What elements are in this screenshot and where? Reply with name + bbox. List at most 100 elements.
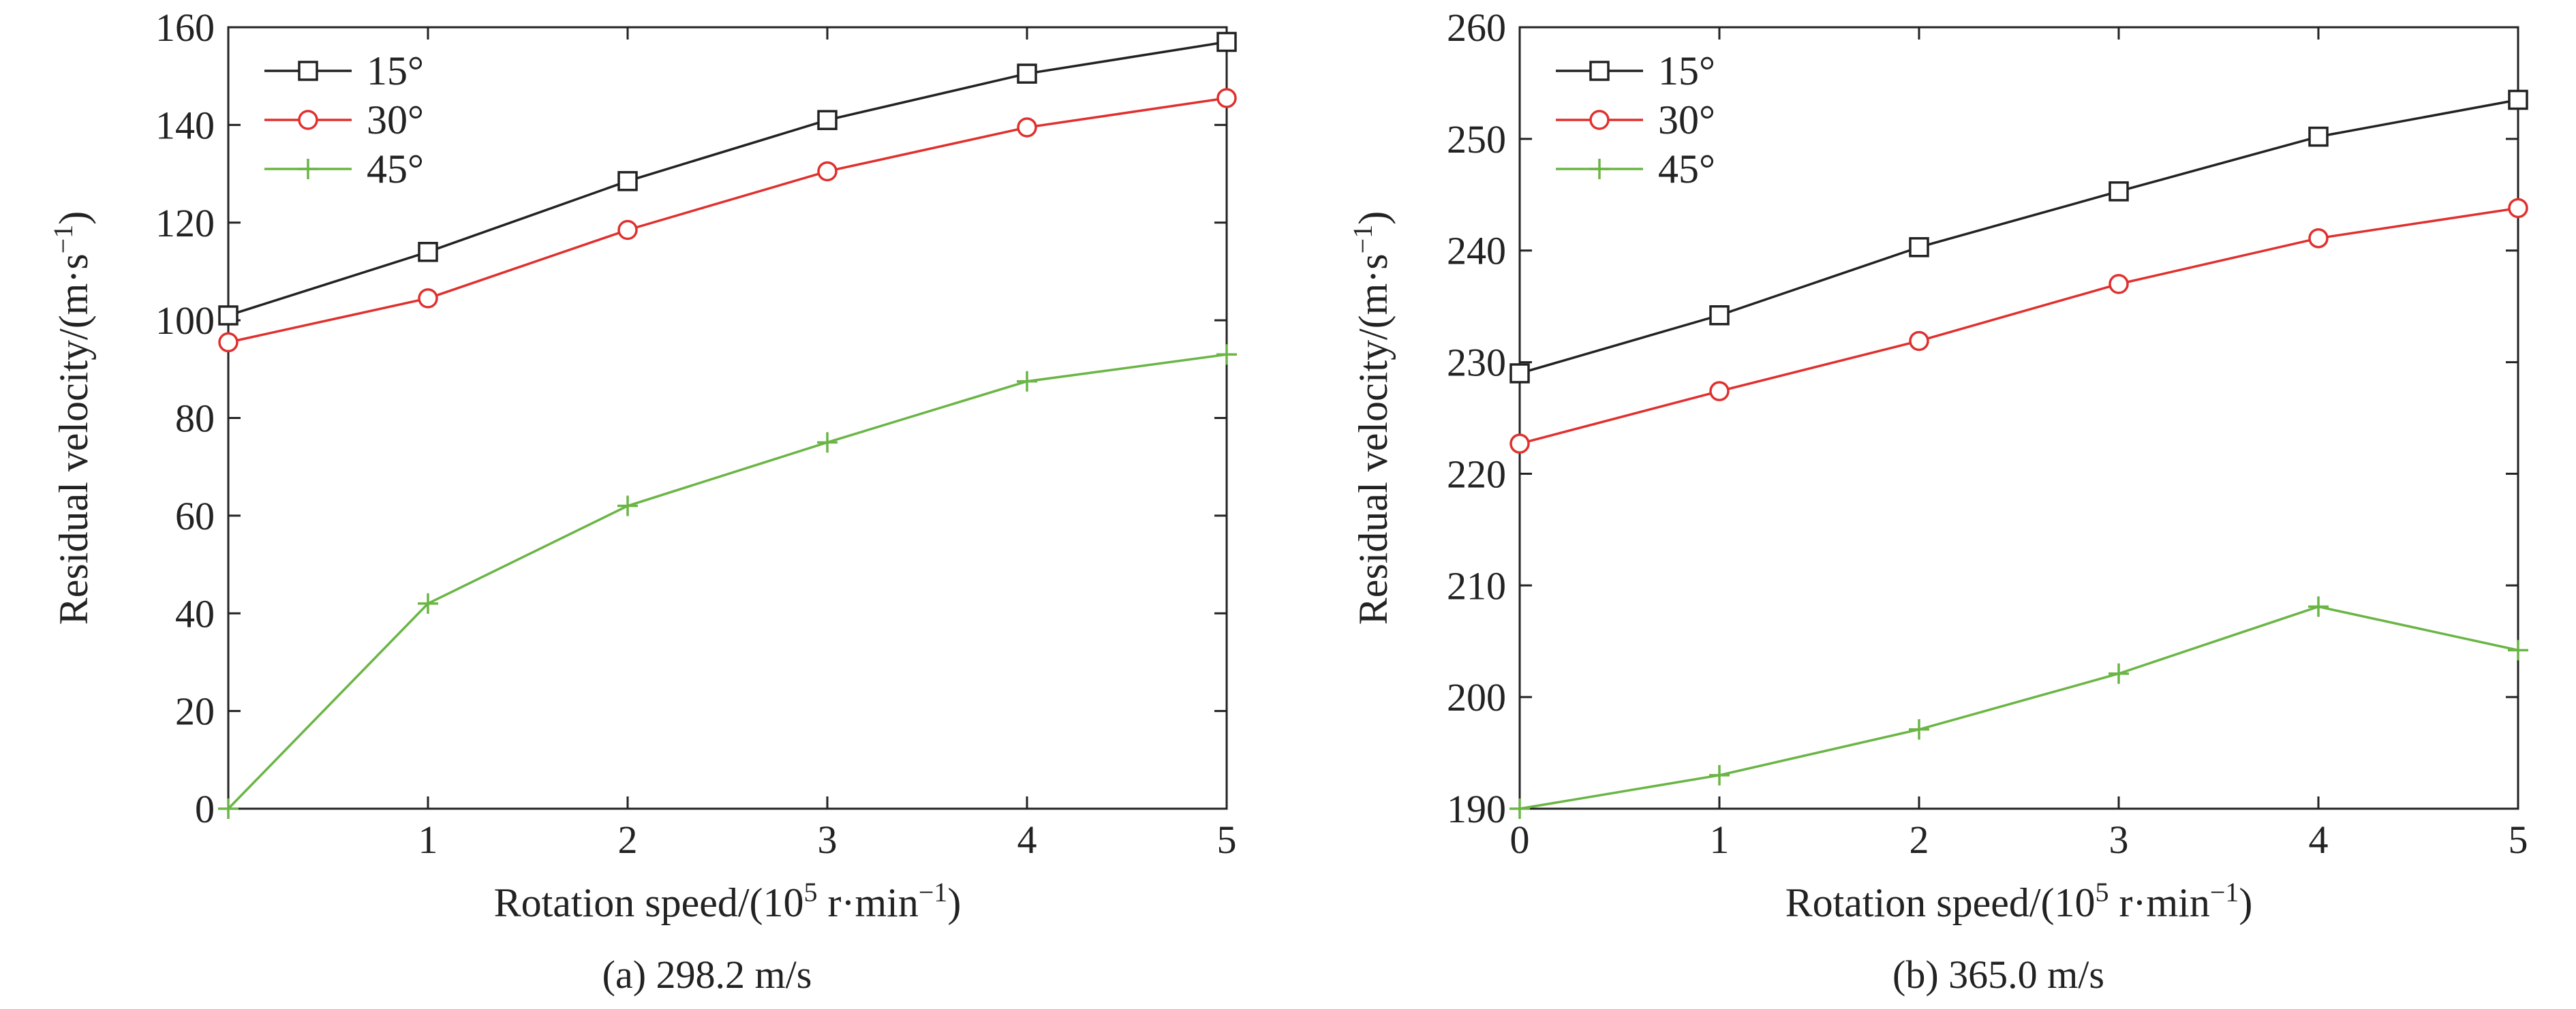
legend-label: 45° [1658,146,1715,191]
x-tick-label: 1 [1710,818,1730,862]
data-point [1509,433,1530,454]
y-axis-label-text: Residual velocity/(m·s [51,253,96,625]
x-axis-label: Rotation speed/(105 r·min−1) [1785,877,2253,926]
data-point [1909,237,1929,258]
legend-marker [1589,61,1610,81]
series-line [228,40,1227,317]
series-square-0 [218,31,1237,326]
data-point [2308,228,2329,249]
data-point [218,798,239,819]
legend: 15°30°45° [1556,48,1715,191]
y-tick-label: 260 [1447,5,1506,50]
legend-label: 15° [367,48,424,93]
y-axis-label: Residual velocity/(m·s−1) [1347,211,1396,625]
x-axis-label: Rotation speed/(105 r·min−1) [494,877,962,926]
x-axis-label-text: ) [947,880,961,925]
data-point [218,305,239,326]
plot-frame [227,26,1228,810]
data-point [418,593,438,614]
data-point [1017,371,1037,392]
series-line [1519,98,2519,375]
series-circle-1 [218,88,1237,353]
x-axis-label-text: Rotation speed/(10 [494,880,804,925]
x-tick-label: 2 [1910,818,1929,862]
series-line [1519,206,2519,445]
data-point [1909,719,1929,740]
chart-panel-b: 0 1 2 3 4 5 190 200 210 220 230 240 250 260 Rotation s… [1347,5,2528,997]
x-axis-label-text: ) [2239,880,2252,925]
data-point [2508,89,2528,110]
data-point [1509,363,1530,384]
panel-caption: (a) 298.2 m/s [602,952,812,997]
y-tick-label: 190 [1447,787,1506,831]
series-plus-2 [218,344,1237,819]
y-axis-label-text: ) [51,211,96,225]
y-tick-label: 80 [175,397,215,441]
data-point [2109,274,2129,294]
data-point [218,332,239,353]
legend-marker [1589,110,1610,130]
data-point [1216,31,1237,52]
x-tick-label: 4 [2309,818,2329,862]
x-axis-label-sup: −1 [2210,877,2239,907]
data-point [2109,181,2129,202]
x-tick-label: 5 [2509,818,2528,862]
x-axis-label-sup: 5 [804,877,818,907]
data-point [617,171,638,191]
y-tick-label: 220 [1447,452,1506,496]
data-point [2308,126,2329,147]
legend-label: 45° [367,146,424,191]
x-axis-label-text: r·min [2109,880,2210,925]
x-axis-label-sup: −1 [919,877,948,907]
data-point [817,161,838,182]
data-point [1709,305,1730,326]
series-plus-2 [1509,596,2528,819]
data-point [617,495,638,516]
data-point [2508,198,2528,219]
data-point [1709,764,1730,786]
y-axis-label-text: Residual velocity/(m·s [1351,253,1396,625]
y-axis-label-sup: −1 [1347,225,1378,254]
x-tick-label: 3 [818,818,838,862]
chart-panel-a: 1 2 3 4 5 0 20 40 60 80 100 120 140 160 Rotation speed… [48,5,1237,997]
data-point [1709,381,1730,401]
legend-label: 30° [367,97,424,142]
legend-label: 30° [1658,97,1715,142]
data-point [1017,63,1037,84]
series-square-0 [1509,89,2528,384]
data-point [2308,596,2329,617]
legend-marker [298,159,318,179]
x-tick-label: 2 [618,818,638,862]
y-tick-label: 200 [1447,675,1506,719]
data-point [1216,344,1237,365]
legend-label: 15° [1658,48,1715,93]
series-line [1519,605,2519,810]
y-tick-label: 140 [155,103,215,147]
y-tick-label: 20 [175,689,215,734]
y-axis-label-sup: −1 [48,225,78,254]
y-tick-label: 230 [1447,341,1506,385]
y-tick-label: 60 [175,494,215,538]
panel-caption: (b) 365.0 m/s [1892,952,2104,997]
x-axis-label-sup: 5 [2096,877,2109,907]
data-point [1216,88,1237,108]
series-line [228,97,1227,344]
data-point [2508,640,2528,661]
data-point [418,242,438,262]
legend: 15°30°45° [264,48,424,191]
y-tick-label: 100 [155,298,215,343]
data-point [2109,663,2129,684]
x-axis-label-text: Rotation speed/(10 [1785,880,2096,925]
legend-marker [298,110,318,130]
x-tick-label: 5 [1217,818,1237,862]
y-tick-label: 160 [155,5,215,50]
y-tick-label: 40 [175,591,215,636]
data-point [1509,798,1530,819]
legend-marker [298,61,318,81]
x-tick-label: 0 [1510,818,1530,862]
y-tick-label: 120 [155,201,215,245]
data-point [418,288,438,309]
data-point [1017,117,1037,138]
y-tick-label: 210 [1447,563,1506,608]
